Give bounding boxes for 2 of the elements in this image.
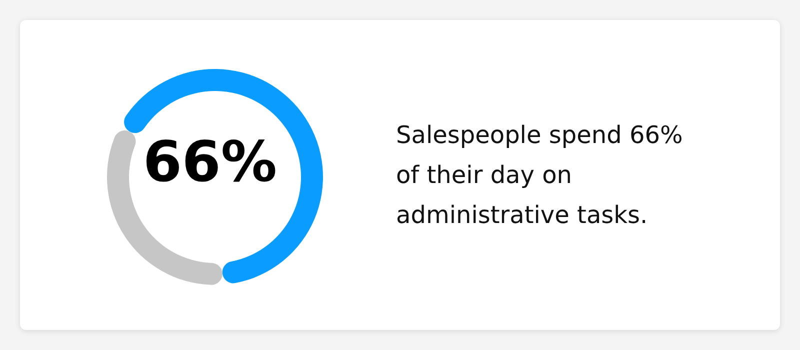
text: 66% xyxy=(142,130,278,195)
text: Salespeople spend 66% of their day on administrative tasks. xyxy=(396,120,684,231)
